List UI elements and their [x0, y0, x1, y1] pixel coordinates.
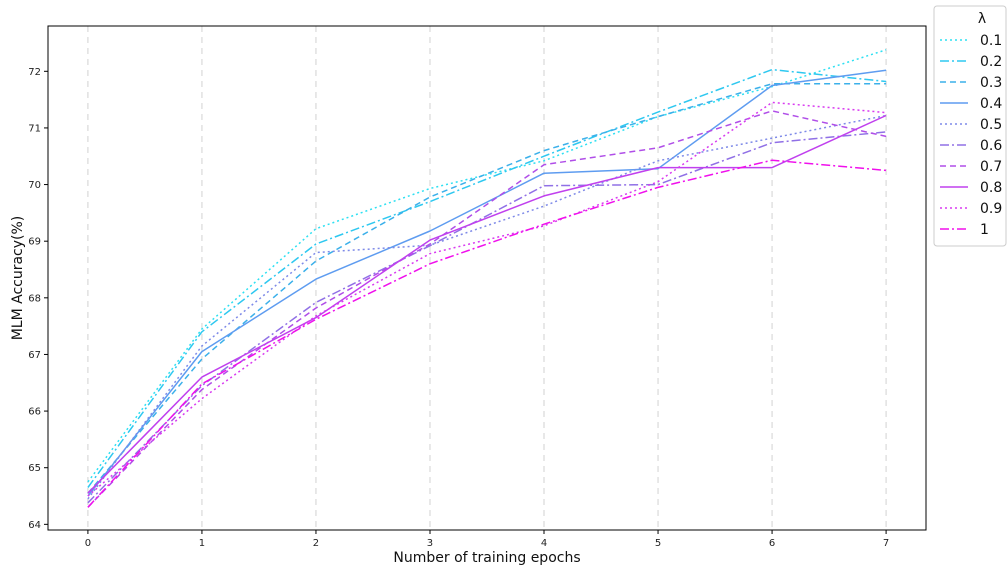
series-line-0-2 [87, 68, 887, 488]
x-axis-ticks: 0 1 2 3 4 5 6 7 [85, 530, 889, 549]
legend-label: 0.6 [980, 138, 1002, 154]
legend: λ 0.1 0.2 0.3 0.4 0.5 0.6 0.7 0.8 0.9 1 [933, 5, 1007, 247]
y-tick-label: 69 [28, 237, 41, 248]
x-tick-label: 3 [427, 538, 433, 549]
legend-items: 0.1 0.2 0.3 0.4 0.5 0.6 0.7 0.8 0.9 1 [940, 33, 1002, 238]
series-line-0-6 [87, 131, 887, 504]
y-tick-label: 65 [28, 463, 41, 474]
series-line-0-4 [87, 69, 887, 497]
x-tick-label: 7 [883, 538, 889, 549]
y-tick-label: 64 [28, 520, 41, 531]
y-tick-label: 70 [28, 180, 41, 191]
legend-label: 0.8 [980, 180, 1002, 196]
y-tick-label: 68 [28, 293, 41, 304]
x-axis-label: Number of training epochs [393, 550, 580, 566]
y-tick-label: 71 [28, 123, 41, 134]
x-tick-label: 6 [769, 538, 775, 549]
x-tick-label: 2 [313, 538, 319, 549]
y-tick-label: 66 [28, 407, 41, 418]
legend-box [933, 5, 1007, 247]
legend-label: 0.1 [980, 33, 1002, 49]
legend-label: 0.4 [980, 96, 1002, 112]
x-tick-label: 1 [199, 538, 205, 549]
series-line-1 [87, 159, 887, 508]
series-line-0-8 [87, 114, 887, 494]
legend-title: λ [978, 11, 986, 27]
legend-label: 1 [980, 222, 989, 238]
plot-frame [47, 25, 927, 531]
series-line-0-7 [87, 110, 887, 508]
legend-label: 0.7 [980, 159, 1002, 175]
y-axis-label: MLM Accuracy(%) [10, 216, 26, 341]
y-tick-label: 67 [28, 350, 41, 361]
legend-label: 0.2 [980, 54, 1002, 70]
series-lines [87, 49, 887, 508]
y-axis-ticks: 64 65 66 67 68 69 70 71 72 [28, 67, 48, 531]
x-tick-label: 4 [541, 538, 547, 549]
series-line-0-9 [87, 101, 887, 497]
x-tick-label: 5 [655, 538, 661, 549]
series-line-0-3 [87, 83, 887, 494]
x-tick-label: 0 [85, 538, 91, 549]
series-line-0-1 [87, 49, 887, 483]
legend-label: 0.3 [980, 75, 1002, 91]
legend-label: 0.9 [980, 201, 1002, 217]
series-line-0-5 [87, 114, 887, 500]
legend-label: 0.5 [980, 117, 1002, 133]
y-tick-label: 72 [28, 67, 41, 78]
gridlines [87, 26, 887, 530]
